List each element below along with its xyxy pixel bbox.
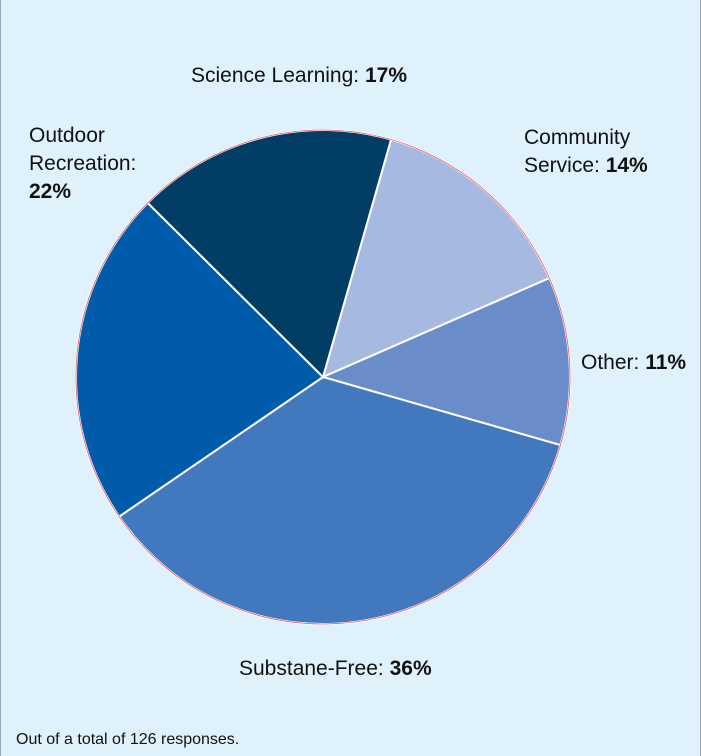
pie-outline: [75, 129, 571, 625]
label-outdoor-recreation: Outdoor Recreation: 22%: [29, 124, 137, 203]
label-other: Other: 11%: [581, 351, 687, 374]
footnote: Out of a total of 126 responses.: [16, 731, 240, 748]
label-science-learning: Science Learning: 17%: [191, 64, 407, 87]
label-community-service: Community Service: 14%: [524, 126, 648, 177]
label-substance-free: Substane-Free: 36%: [239, 657, 432, 680]
